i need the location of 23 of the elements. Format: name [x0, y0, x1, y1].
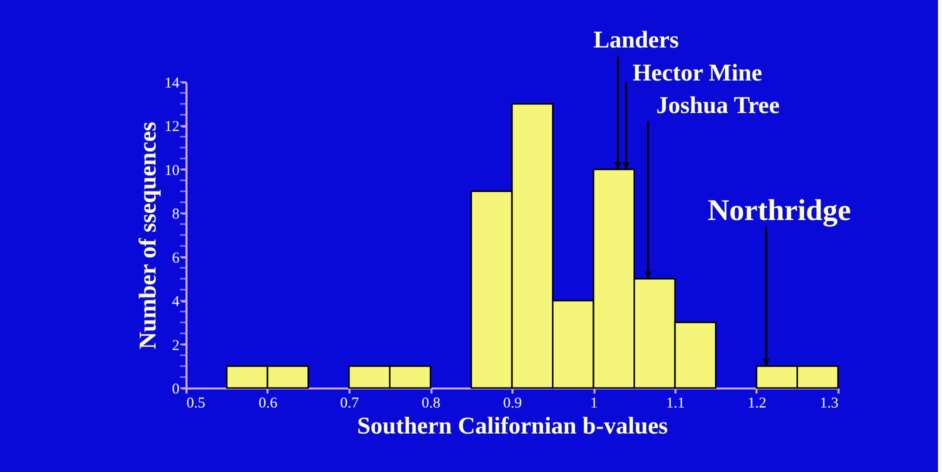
x-tick-label: 1.3 — [820, 396, 838, 412]
y-tick-label: 2 — [172, 338, 180, 354]
y-tick-label: 14 — [164, 76, 180, 92]
x-tick-label: 0.6 — [258, 396, 278, 412]
y-tick-label: 6 — [172, 250, 180, 266]
annotation: Hector Mine — [632, 60, 762, 86]
x-tick-label: 1.1 — [666, 396, 685, 412]
y-tick-label: 4 — [172, 294, 180, 310]
annotation: Northridge — [708, 194, 851, 227]
x-tick-label: 0.9 — [503, 396, 522, 412]
x-tick-label: 1.2 — [748, 396, 766, 412]
annotation: Landers — [594, 27, 679, 54]
annotation: Joshua Tree — [656, 93, 780, 120]
y-tick-label: 10 — [164, 162, 180, 179]
x-tick-label: 1 — [590, 396, 598, 412]
y-tick-label: 12 — [164, 119, 180, 136]
x-tick-label: 0.5 — [186, 396, 206, 412]
x-tick-label: 0.7 — [340, 396, 360, 412]
y-tick-label: 0 — [172, 382, 180, 398]
y-axis-title: Number of ssequences — [136, 122, 162, 350]
x-axis-title: Southern Californian b-values — [357, 414, 668, 440]
y-tick-label: 8 — [172, 206, 180, 223]
x-tick-label: 0.8 — [422, 396, 440, 412]
